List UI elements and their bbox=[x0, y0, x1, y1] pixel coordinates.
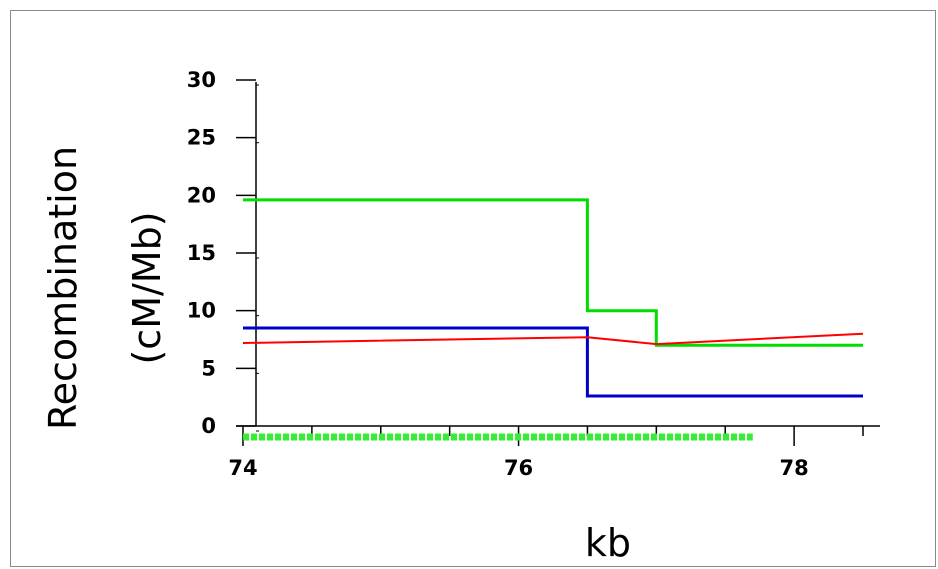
x-tick-label: 76 bbox=[504, 456, 533, 480]
y-tick-label: 0 bbox=[201, 414, 216, 438]
axes-group bbox=[236, 79, 880, 446]
series-group bbox=[242, 198, 864, 398]
x-tick-label: 78 bbox=[779, 456, 808, 480]
y-axis-title-line2: (cM/Mb) bbox=[125, 211, 169, 364]
y-tick-label: 20 bbox=[187, 183, 216, 207]
series-line-2 bbox=[243, 326, 863, 398]
series-line-3 bbox=[242, 332, 864, 346]
series-line-1 bbox=[243, 198, 863, 347]
y-tick-label: 10 bbox=[187, 299, 216, 323]
y-tick-label: 30 bbox=[187, 68, 216, 92]
y-tick-label: 5 bbox=[201, 356, 216, 380]
x-axis-title: kb bbox=[585, 521, 631, 565]
labels-group: 0 5 10 15 20 25 30 74 76 78 bbox=[187, 68, 809, 480]
y-axis-title-line1: Recombination bbox=[41, 146, 85, 430]
y-tick-label: 15 bbox=[187, 241, 216, 265]
x-tick-label: 74 bbox=[228, 456, 257, 480]
y-tick-label: 25 bbox=[187, 126, 216, 150]
chart-frame bbox=[10, 10, 936, 567]
